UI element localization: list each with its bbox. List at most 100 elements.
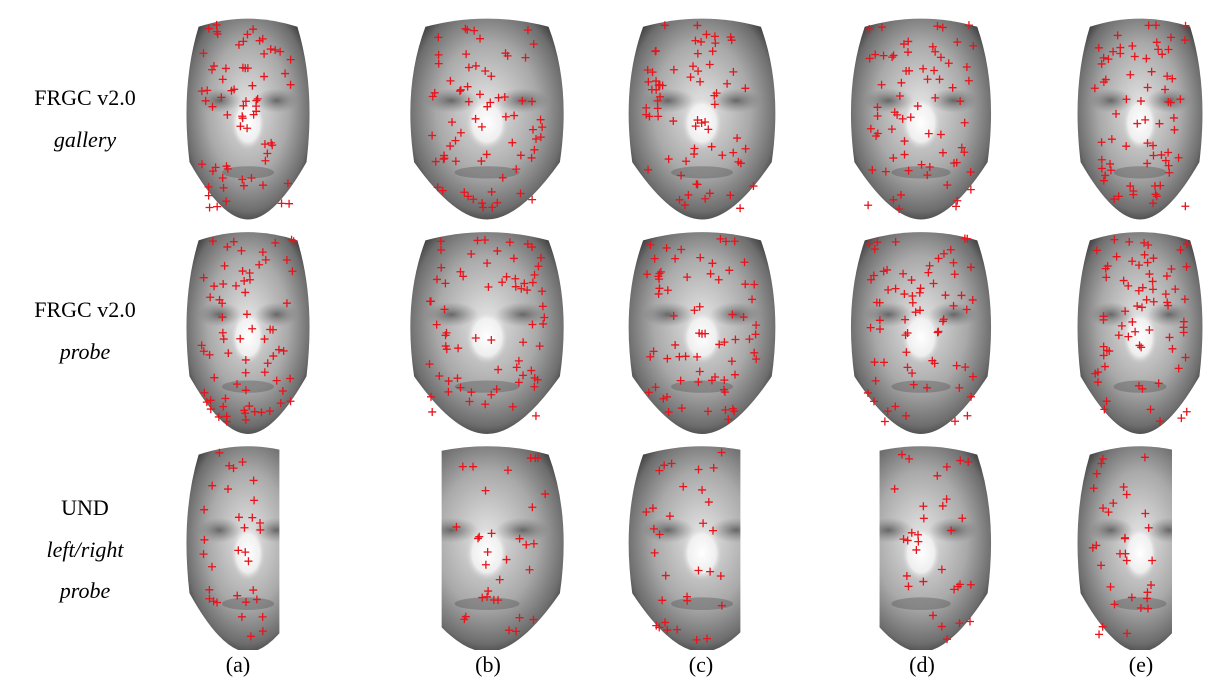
keypoint-marker bbox=[654, 289, 663, 298]
keypoint-marker bbox=[444, 377, 453, 386]
keypoint-marker bbox=[207, 562, 216, 571]
keypoint-marker bbox=[260, 140, 269, 149]
keypoint-marker bbox=[245, 402, 254, 411]
keypoint-marker bbox=[1092, 246, 1101, 255]
keypoint-marker bbox=[1149, 297, 1158, 306]
keypoint-marker bbox=[473, 236, 482, 245]
keypoint-marker bbox=[249, 586, 258, 595]
keypoint-marker bbox=[1164, 161, 1173, 170]
keypoint-marker bbox=[266, 325, 275, 334]
keypoint-marker bbox=[716, 572, 725, 581]
keypoint-marker bbox=[246, 632, 255, 641]
keypoint-marker bbox=[1142, 54, 1151, 63]
row-label-gallery: FRGC v2.0 gallery bbox=[0, 84, 170, 153]
keypoint-marker bbox=[528, 278, 537, 287]
keypoint-marker bbox=[515, 613, 524, 622]
keypoint-marker bbox=[701, 194, 710, 203]
eye-region bbox=[197, 302, 242, 327]
keypoint-marker bbox=[870, 245, 879, 254]
keypoint-marker bbox=[714, 275, 723, 284]
keypoint-marker bbox=[694, 566, 703, 575]
keypoint-marker bbox=[530, 382, 539, 391]
mouth-region bbox=[1113, 597, 1167, 610]
keypoint-marker bbox=[727, 357, 736, 366]
keypoint-marker bbox=[197, 87, 206, 96]
keypoint-marker bbox=[257, 408, 266, 417]
keypoint-marker bbox=[265, 407, 274, 416]
keypoint-marker bbox=[736, 204, 745, 213]
keypoint-marker bbox=[237, 612, 246, 621]
keypoint-marker bbox=[708, 259, 717, 268]
keypoint-marker bbox=[1133, 119, 1142, 128]
keypoint-marker bbox=[1162, 272, 1171, 281]
keypoint-marker bbox=[432, 320, 441, 329]
keypoint-marker bbox=[652, 85, 661, 94]
keypoint-marker bbox=[258, 612, 267, 621]
nose-highlight bbox=[231, 96, 265, 150]
keypoint-marker bbox=[494, 365, 503, 374]
keypoint-marker bbox=[214, 412, 223, 421]
keypoint-marker bbox=[529, 539, 538, 548]
keypoint-marker bbox=[694, 377, 703, 386]
keypoint-marker bbox=[1146, 405, 1155, 414]
keypoint-marker bbox=[241, 368, 250, 377]
keypoint-marker bbox=[683, 592, 692, 601]
keypoint-marker bbox=[238, 175, 247, 184]
keypoint-marker bbox=[930, 359, 939, 368]
eye-region bbox=[1146, 302, 1192, 327]
mouth-region bbox=[454, 166, 520, 179]
keypoint-marker bbox=[724, 415, 733, 424]
keypoint-marker bbox=[693, 116, 702, 125]
keypoint-marker bbox=[250, 407, 259, 416]
keypoint-marker bbox=[1097, 459, 1106, 468]
keypoint-marker bbox=[243, 30, 252, 39]
keypoint-marker bbox=[258, 248, 267, 257]
eye-region bbox=[254, 88, 299, 113]
eye-region bbox=[1088, 302, 1134, 327]
keypoint-marker bbox=[675, 195, 684, 204]
keypoint-marker bbox=[263, 149, 272, 158]
mouth-region bbox=[671, 597, 733, 610]
keypoint-marker bbox=[1168, 344, 1177, 353]
keypoint-marker bbox=[924, 129, 933, 138]
keypoint-marker bbox=[1169, 113, 1178, 122]
keypoint-marker bbox=[489, 596, 498, 605]
keypoint-marker bbox=[487, 390, 496, 399]
keypoint-marker bbox=[718, 151, 727, 160]
keypoint-marker bbox=[208, 102, 217, 111]
keypoint-marker bbox=[258, 627, 267, 636]
column-label-c: (c) bbox=[688, 652, 714, 677]
keypoint-marker bbox=[1120, 534, 1129, 543]
keypoint-marker bbox=[863, 388, 872, 397]
keypoint-marker bbox=[658, 596, 667, 605]
keypoint-marker bbox=[1158, 50, 1167, 59]
keypoint-marker bbox=[696, 253, 705, 262]
keypoint-marker bbox=[217, 93, 226, 102]
keypoint-marker bbox=[1109, 499, 1118, 508]
keypoint-marker bbox=[966, 263, 975, 272]
keypoint-marker bbox=[276, 47, 285, 56]
keypoint-marker bbox=[1104, 55, 1113, 64]
keypoint-marker bbox=[1136, 97, 1145, 106]
keypoint-marker bbox=[889, 195, 898, 204]
keypoint-marker bbox=[1164, 301, 1173, 310]
keypoint-marker bbox=[725, 266, 734, 275]
keypoint-marker bbox=[955, 383, 964, 392]
keypoint-marker bbox=[1092, 469, 1101, 478]
keypoint-marker bbox=[256, 519, 265, 528]
keypoint-marker bbox=[469, 195, 478, 204]
keypoint-marker bbox=[213, 202, 222, 211]
keypoint-marker bbox=[272, 376, 281, 385]
keypoint-marker bbox=[916, 284, 925, 293]
mouth-region bbox=[891, 380, 951, 393]
keypoint-marker bbox=[533, 375, 542, 384]
keypoint-marker bbox=[952, 361, 961, 370]
eye-region bbox=[495, 517, 551, 543]
keypoint-marker bbox=[957, 291, 966, 300]
keypoint-marker bbox=[741, 280, 750, 289]
keypoint-marker bbox=[523, 286, 532, 295]
face-2-3 bbox=[879, 446, 992, 650]
nose-highlight bbox=[1122, 526, 1158, 581]
keypoint-marker bbox=[528, 97, 537, 106]
keypoint-marker bbox=[1124, 281, 1133, 290]
